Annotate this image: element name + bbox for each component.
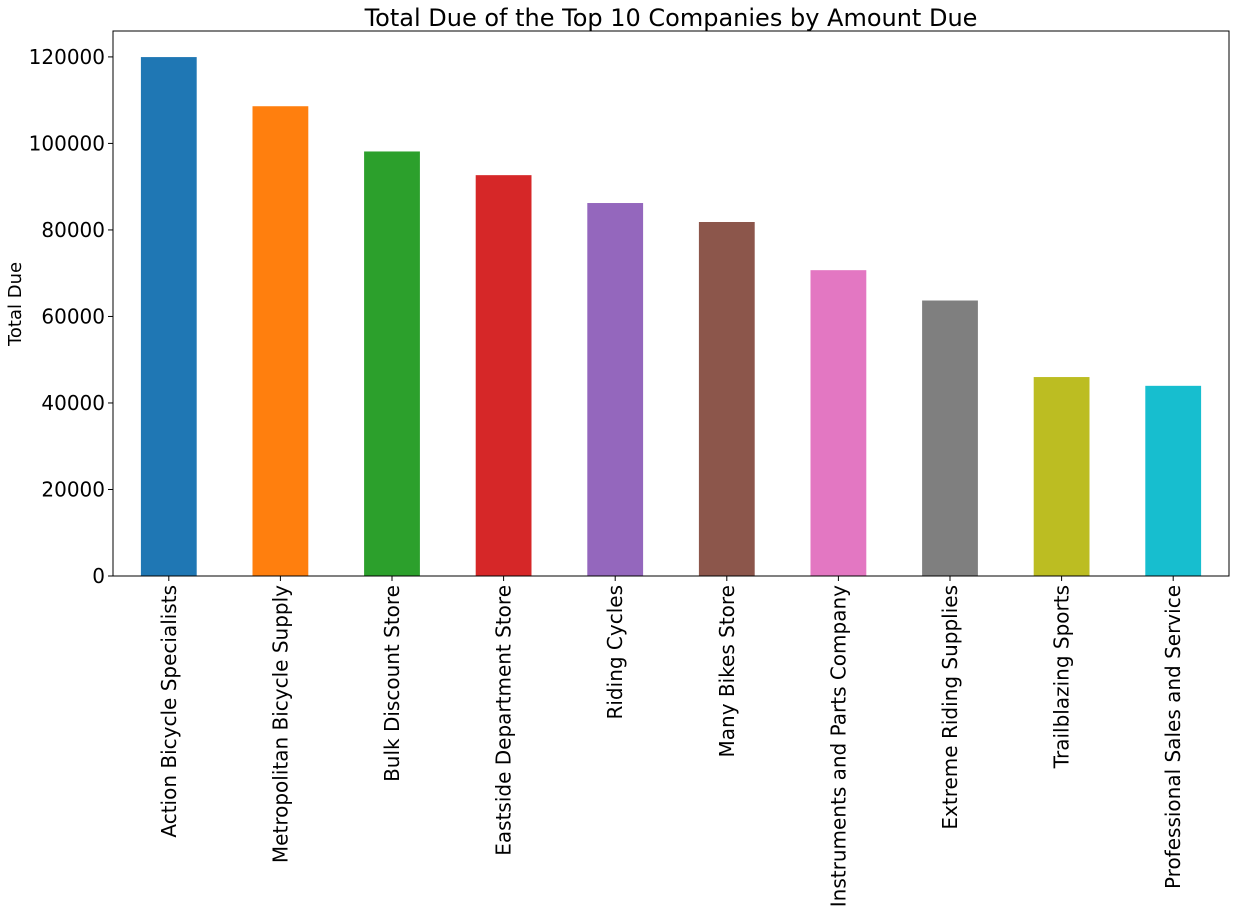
x-tick-label: Many Bikes Store <box>715 585 739 757</box>
bars-group <box>140 57 1202 576</box>
y-tick-label: 80000 <box>41 218 105 242</box>
x-axis-ticks: Action Bicycle Specialists Metropolitan B… <box>157 576 1185 907</box>
y-tick-label: 120000 <box>29 45 105 69</box>
plot-area-frame <box>112 30 1230 577</box>
bar-8 <box>1033 377 1090 576</box>
bar-4 <box>587 203 644 576</box>
chart-title: Total Due of the Top 10 Companies by Amo… <box>364 4 978 32</box>
y-tick-label: 0 <box>92 564 105 588</box>
bar-7 <box>922 300 978 576</box>
y-axis-ticks: 0 20000 40000 60000 80000 100000 120000 <box>29 45 113 588</box>
y-tick-label: 100000 <box>29 131 105 155</box>
x-tick-label: Instruments and Parts Company <box>826 585 850 907</box>
x-tick-label: Professional Sales and Service <box>1161 585 1185 889</box>
x-tick-label: Metropolitan Bicycle Supply <box>268 585 292 863</box>
bar-2 <box>364 151 420 576</box>
x-tick-label: Trailblazing Sports <box>1050 585 1074 769</box>
x-tick-label: Riding Cycles <box>603 585 627 720</box>
bar-6 <box>810 270 867 576</box>
bar-9 <box>1145 385 1202 576</box>
y-axis-label: Total Due <box>5 262 26 347</box>
bar-1 <box>252 106 309 576</box>
x-tick-label: Eastside Department Store <box>492 585 516 856</box>
y-tick-label: 20000 <box>41 477 105 501</box>
x-tick-label: Extreme Riding Supplies <box>938 585 962 830</box>
x-tick-label: Bulk Discount Store <box>380 585 404 782</box>
bar-0 <box>140 57 197 576</box>
x-tick-label: Action Bicycle Specialists <box>157 585 181 838</box>
y-tick-label: 40000 <box>41 391 105 415</box>
bar-3 <box>475 175 532 576</box>
bar-5 <box>698 222 755 576</box>
y-tick-label: 60000 <box>41 304 105 328</box>
